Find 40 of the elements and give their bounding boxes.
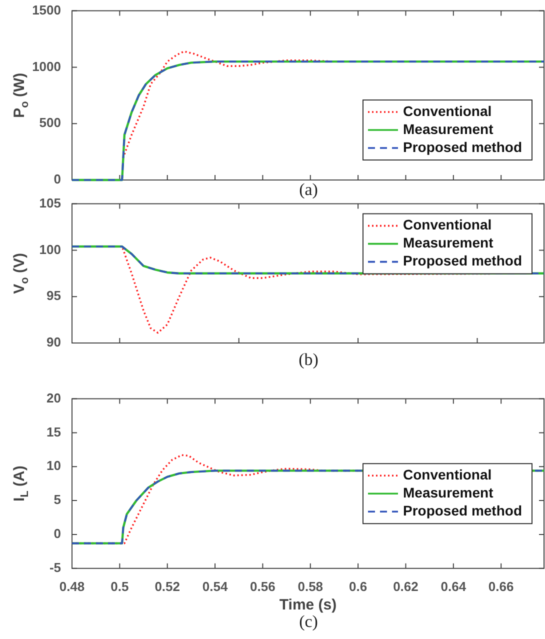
x-tick-label: 0.58 xyxy=(298,578,324,594)
legend-label: Proposed method xyxy=(402,502,522,518)
y-tick-label: 1500 xyxy=(32,2,61,18)
y-tick-label: 0 xyxy=(54,526,61,542)
y-tick-label: 105 xyxy=(39,195,61,210)
x-tick-label: 0.6 xyxy=(349,578,368,594)
annotation: (a) xyxy=(298,180,319,199)
y-tick-label: 0 xyxy=(54,172,61,187)
y-axis-title: Po (W) xyxy=(11,72,32,118)
y-axis-title: Vo (V) xyxy=(11,252,32,294)
y-tick-label: 15 xyxy=(46,424,61,440)
x-axis-title: Time (s) xyxy=(279,596,337,614)
text: (c) xyxy=(298,612,319,631)
legend-label: Conventional xyxy=(402,216,492,233)
x-tick-label: 0.52 xyxy=(154,578,180,594)
legend-label: Measurement xyxy=(402,120,494,137)
y-tick-label: 10 xyxy=(46,458,61,474)
legend-label: Measurement xyxy=(402,484,494,500)
x-tick-label: 0.64 xyxy=(440,578,467,594)
x-tick-label: 0.5 xyxy=(110,578,129,594)
y-tick-label: -5 xyxy=(49,560,61,575)
y-tick-label: 95 xyxy=(46,288,61,304)
text: (b) xyxy=(298,350,320,369)
x-tick-label: 0.66 xyxy=(488,578,514,594)
y-axis-title: IL (A) xyxy=(11,466,32,502)
y-tick-label: 1000 xyxy=(32,58,61,74)
x-tick-label: 0.62 xyxy=(393,578,418,594)
legend-label: Measurement xyxy=(402,234,494,251)
x-tick-label: 0.56 xyxy=(250,578,276,594)
x-tick-label: 0.54 xyxy=(202,578,228,594)
legend-label: Proposed method xyxy=(402,138,522,155)
legend-label: Conventional xyxy=(402,102,492,119)
x-tick-label: 0.48 xyxy=(59,578,85,594)
y-tick-label: 90 xyxy=(46,334,61,350)
y-tick-label: 500 xyxy=(39,115,61,130)
y-tick-label: 100 xyxy=(39,242,61,257)
legend-label: Conventional xyxy=(402,466,492,482)
legend-label: Proposed method xyxy=(402,252,522,269)
y-tick-label: 20 xyxy=(46,390,61,406)
y-tick-label: 5 xyxy=(54,492,61,508)
